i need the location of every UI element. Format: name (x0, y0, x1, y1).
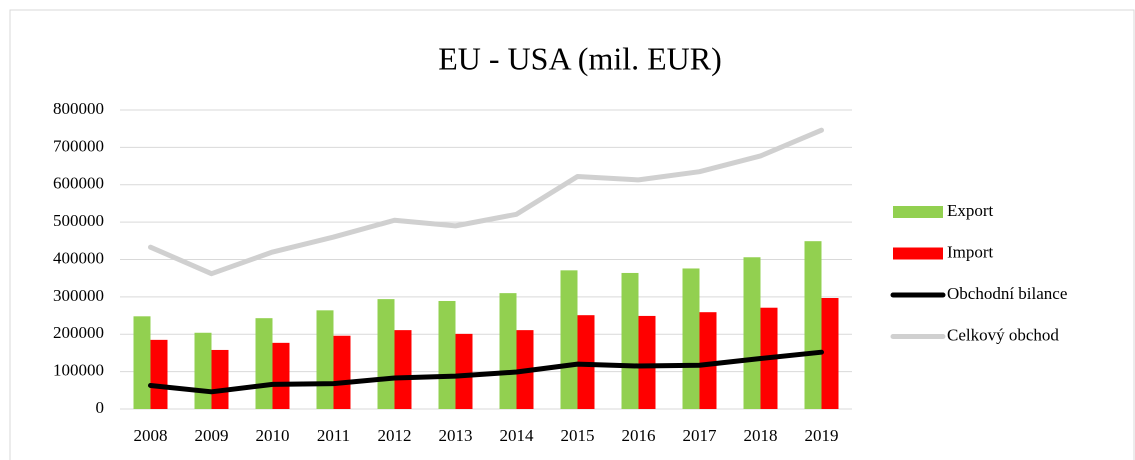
legend-label: Obchodní bilance (947, 284, 1067, 303)
x-tick-label: 2018 (744, 426, 778, 445)
y-tick-label: 700000 (53, 136, 104, 155)
bar (272, 342, 290, 409)
y-tick-label: 800000 (53, 99, 104, 118)
bar (438, 300, 456, 409)
bar (316, 310, 334, 409)
legend-label: Export (947, 201, 994, 220)
y-tick-label: 500000 (53, 211, 104, 230)
x-tick-label: 2014 (500, 426, 535, 445)
bar (377, 299, 395, 409)
y-tick-label: 0 (96, 398, 105, 417)
bar (499, 293, 517, 409)
bar (682, 268, 700, 409)
bar (150, 339, 168, 409)
legend-label: Celkový obchod (947, 325, 1059, 344)
bar (804, 241, 822, 409)
x-tick-label: 2011 (317, 426, 350, 445)
x-tick-label: 2016 (622, 426, 656, 445)
chart-title: EU - USA (mil. EUR) (438, 40, 722, 76)
legend-swatch (893, 206, 943, 218)
bar (621, 272, 639, 409)
y-tick-label: 400000 (53, 248, 104, 267)
y-tick-label: 100000 (53, 361, 104, 380)
x-tick-label: 2009 (195, 426, 229, 445)
y-tick-label: 600000 (53, 174, 104, 193)
x-tick-label: 2013 (439, 426, 473, 445)
bar (560, 270, 578, 409)
bar (194, 332, 212, 409)
legend-label: Import (947, 242, 994, 261)
bar (638, 315, 656, 409)
y-tick-label: 200000 (53, 323, 104, 342)
x-tick-label: 2019 (805, 426, 839, 445)
legend-swatch (893, 247, 943, 260)
x-tick-label: 2012 (378, 426, 412, 445)
bar (211, 349, 229, 409)
bar (821, 297, 839, 409)
bar (455, 333, 473, 409)
chart-border (9, 9, 1135, 460)
x-tick-label: 2010 (256, 426, 290, 445)
line-series (148, 127, 824, 277)
x-tick-label: 2015 (561, 426, 595, 445)
x-tick-label: 2017 (683, 426, 718, 445)
bar (743, 257, 761, 409)
bar (333, 335, 351, 409)
x-tick-label: 2008 (134, 426, 168, 445)
line-series (148, 349, 824, 395)
y-tick-label: 300000 (53, 286, 104, 305)
bar (394, 330, 412, 409)
bar (133, 316, 151, 409)
bar (699, 312, 717, 409)
bar (255, 318, 273, 409)
